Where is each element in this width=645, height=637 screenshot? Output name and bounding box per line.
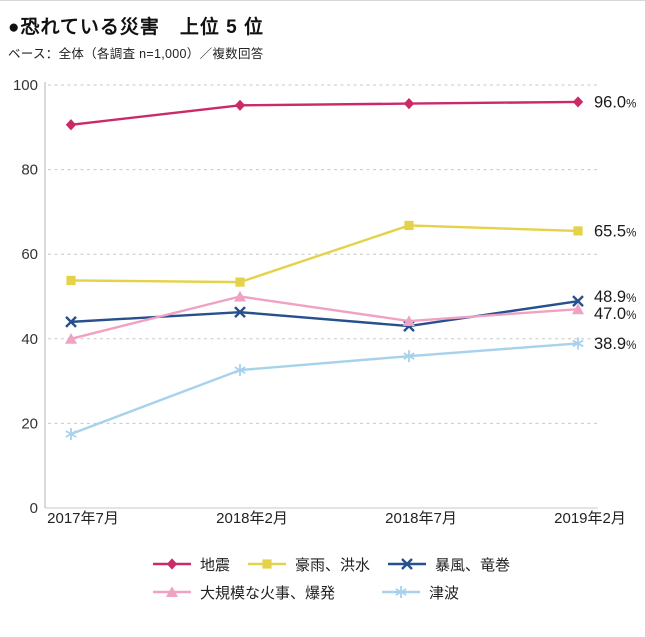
triangle-marker-icon [572, 303, 584, 315]
x-tick-label: 2017年7月 [47, 510, 119, 527]
square-marker-icon [235, 277, 245, 287]
legend-item-diamond: 地震 [152, 554, 230, 575]
triangle-marker-icon [166, 586, 178, 597]
y-tick-label: 40 [21, 331, 38, 348]
series-line [69, 224, 580, 284]
legend-label: 暴風、竜巻 [435, 556, 511, 574]
series-line [69, 100, 580, 126]
y-tick-label: 80 [21, 162, 38, 179]
x-marker-icon [234, 306, 246, 318]
trend-line-chart: 0 20 40 60 80 100 2017年7月 2018年2月 2018年7月 2019年2月… [13, 77, 636, 527]
square-marker-icon [573, 226, 583, 236]
asterisk-marker-icon [395, 586, 407, 598]
y-tick-label: 100 [13, 77, 38, 94]
asterisk-marker-icon [403, 350, 415, 363]
diamond-legend-swatch-icon [153, 558, 191, 570]
legend-label: 地震 [200, 556, 231, 574]
series-line [69, 295, 580, 340]
legend-item-square: 豪雨、洪水 [247, 554, 370, 575]
asterisk-marker-icon [234, 364, 246, 377]
end-value-label: 96.0% [594, 93, 636, 111]
legend-row-2: 大規模な火事、爆発 津波 [152, 578, 645, 606]
y-tick-label: 60 [21, 246, 38, 263]
triangle-marker-icon [403, 315, 415, 327]
asterisk-marker-icon [65, 427, 77, 440]
series-line [69, 342, 580, 436]
diamond-marker-icon [234, 99, 246, 111]
end-value-label: 47.0% [594, 305, 636, 323]
end-value-label: 48.9% [594, 288, 636, 306]
square-legend-swatch-icon [248, 559, 287, 569]
x-marker-icon [65, 316, 77, 328]
legend-label: 津波 [429, 584, 460, 602]
x-tick-label: 2018年7月 [385, 510, 457, 527]
diamond-marker-icon [403, 98, 415, 110]
x-tick-label: 2019年2月 [554, 510, 626, 527]
triangle-marker-icon [65, 333, 77, 344]
chart-base-note: ベース：全体（各調査 n=1,000）／複数回答 [8, 47, 264, 61]
x-legend-swatch-icon [388, 558, 427, 570]
square-marker-icon [262, 559, 272, 569]
chart-legend: 地震 豪雨、洪水 暴風、竜巻 大規模な火事、爆発 津波 [0, 550, 645, 606]
page-title: ●恐れている災害 上位 5 位 [8, 17, 265, 38]
square-marker-icon [404, 220, 414, 231]
y-tick-label: 20 [21, 415, 38, 432]
legend-label: 豪雨、洪水 [295, 556, 371, 574]
y-tick-label: 0 [30, 500, 38, 517]
diamond-marker-icon [65, 119, 77, 131]
legend-item-x: 暴風、竜巻 [387, 554, 510, 575]
legend-label: 大規模な火事、爆発 [200, 584, 336, 602]
asterisk-legend-swatch-icon [382, 586, 421, 598]
x-marker-icon [572, 295, 584, 308]
triangle-marker-icon [234, 290, 246, 302]
end-value-label: 38.9% [594, 335, 636, 353]
square-marker-icon [66, 275, 76, 286]
diamond-marker-icon [166, 558, 178, 570]
triangle-legend-swatch-icon [153, 586, 191, 597]
legend-row-1: 地震 豪雨、洪水 暴風、竜巻 [152, 550, 645, 578]
x-tick-label: 2018年2月 [216, 510, 288, 527]
asterisk-marker-icon [572, 337, 584, 350]
diamond-marker-icon [572, 96, 584, 108]
x-marker-icon [401, 558, 413, 570]
legend-item-asterisk: 津波 [381, 582, 459, 603]
legend-item-triangle: 大規模な火事、爆発 [152, 582, 335, 603]
end-value-label: 65.5% [594, 222, 636, 240]
